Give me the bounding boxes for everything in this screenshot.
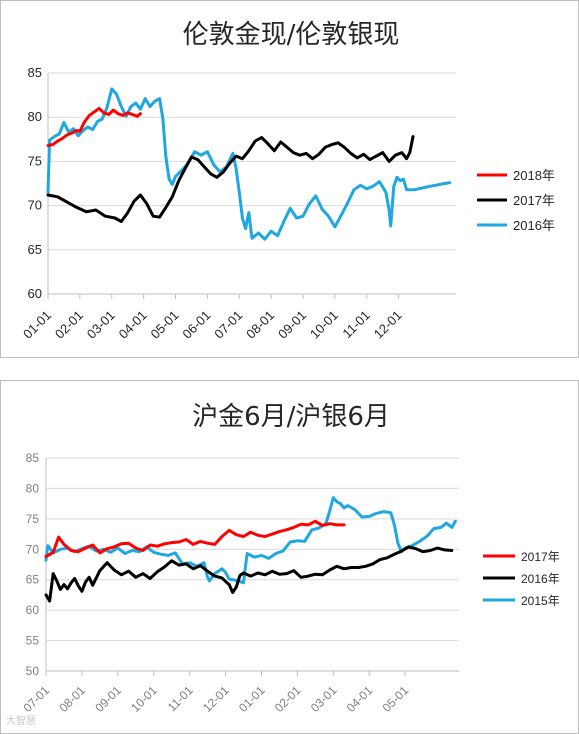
series-line: [44, 545, 454, 603]
chart-panel-london: 伦敦金现/伦敦银现 60 65 70 75 80 85 01-01 02-01 03-01 04-0…: [0, 0, 579, 358]
y-tick-label: 70: [28, 198, 42, 213]
x-tick-label: 11-01: [339, 308, 372, 341]
x-tick-label: 04-01: [344, 683, 376, 715]
y-tick-label: 60: [28, 286, 42, 301]
y-tick-label: 60: [26, 603, 40, 617]
series-line: [44, 519, 346, 559]
chart-title: 沪金6月/沪银6月: [192, 402, 390, 432]
x-tick-label: 01-01: [20, 308, 54, 342]
series-line: [46, 106, 142, 147]
x-tick-label: 05-01: [148, 308, 182, 342]
chart-panel-shanghai: 沪金6月/沪银6月 50 55 60 65 70 75 80 85 07-01 08-01 09-01…: [0, 380, 579, 734]
watermark: 大智慧: [6, 716, 36, 727]
x-tick-label: 03-01: [84, 308, 118, 342]
y-tick-label: 65: [28, 242, 42, 257]
x-tick-label: 12-01: [200, 683, 232, 715]
legend-label: 2017年: [513, 193, 555, 208]
x-tick-label: 02-01: [52, 308, 86, 342]
series-line: [44, 496, 457, 585]
chart-london-gold-silver: 伦敦金现/伦敦银现 60 65 70 75 80 85 01-0102-0103-0104-0…: [20, 20, 555, 342]
x-tick-label: 03-01: [308, 683, 340, 715]
y-tick-label: 85: [26, 451, 40, 465]
y-tick-label: 80: [28, 109, 42, 124]
x-tick-label: 09-01: [275, 308, 309, 342]
x-tick-label: 08-01: [243, 308, 277, 342]
y-tick-label: 50: [26, 664, 40, 678]
x-tick-label: 10-01: [307, 308, 341, 342]
legend-label: 2015年: [521, 594, 560, 608]
y-tick-label: 75: [26, 512, 40, 526]
x-tick-label: 12-01: [371, 308, 405, 342]
legend-label: 2016年: [521, 572, 560, 586]
x-tick-label: 08-01: [56, 683, 88, 715]
x-tick-label: 07-01: [21, 683, 53, 715]
legend-label: 2017年: [521, 550, 560, 564]
legend-label: 2016年: [513, 218, 555, 233]
x-tick-label: 09-01: [92, 683, 124, 715]
x-tick-label: 07-01: [211, 308, 245, 342]
x-tick-label: 02-01: [272, 683, 304, 715]
chart-title: 伦敦金现/伦敦银现: [183, 20, 400, 50]
y-tick-label: 70: [26, 542, 40, 556]
y-tick-label: 65: [26, 573, 40, 587]
series-line: [46, 135, 415, 223]
x-tick-label: 06-01: [179, 308, 213, 342]
x-tick-label: 04-01: [116, 308, 150, 342]
x-tick-label: 11-01: [165, 683, 196, 714]
x-tick-label: 05-01: [380, 683, 412, 715]
y-tick-label: 85: [28, 65, 42, 80]
y-tick-label: 75: [28, 153, 42, 168]
chart-shfe-gold-silver: 沪金6月/沪银6月 50 55 60 65 70 75 80 85 07-01 08-01 09-01…: [21, 402, 560, 715]
x-tick-label: 01-01: [236, 683, 268, 715]
y-tick-label: 55: [26, 634, 40, 648]
x-tick-label: 10-01: [128, 683, 160, 715]
y-tick-label: 80: [26, 481, 40, 495]
legend-label: 2018年: [513, 168, 555, 183]
